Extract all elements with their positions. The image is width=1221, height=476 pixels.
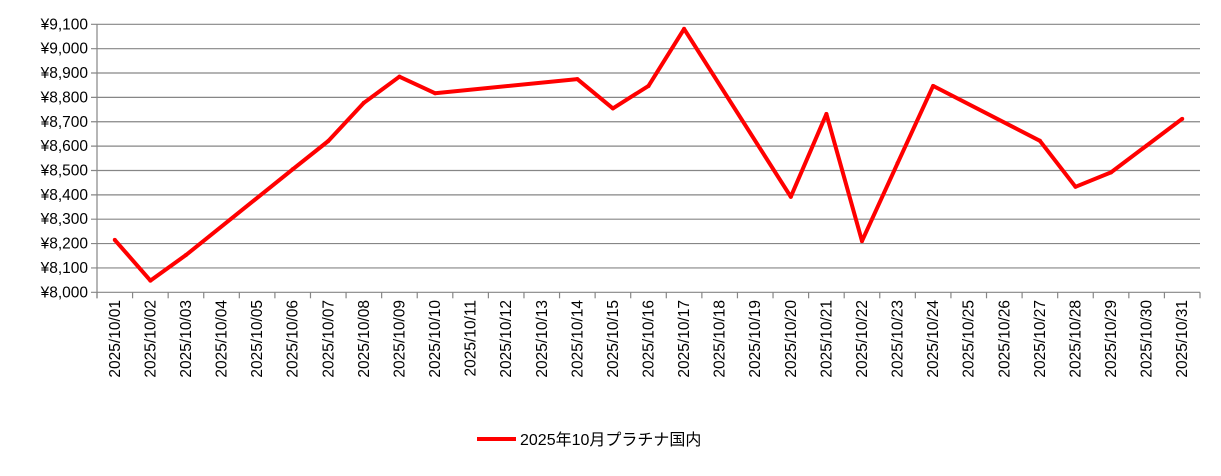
x-tick-label: 2025/10/24 <box>925 300 942 378</box>
x-tick-label: 2025/10/20 <box>783 300 800 378</box>
x-tick-label: 2025/10/25 <box>961 300 978 378</box>
y-tick-label: ¥8,900 <box>40 65 89 82</box>
legend: 2025年10月プラチナ国内 <box>477 431 701 449</box>
x-tick-label: 2025/10/26 <box>996 300 1013 378</box>
x-tick-label: 2025/10/22 <box>854 300 871 378</box>
data-point <box>326 139 331 144</box>
x-tick-label: 2025/10/18 <box>712 300 729 378</box>
data-point <box>1073 184 1078 189</box>
data-point <box>1109 170 1114 175</box>
x-tick-label: 2025/10/29 <box>1103 300 1120 378</box>
y-tick-label: ¥8,000 <box>40 284 89 301</box>
x-tick-label: 2025/10/01 <box>107 300 124 378</box>
data-point <box>895 161 900 166</box>
data-point <box>112 237 117 242</box>
series-line-group <box>112 26 1185 283</box>
x-tick-label: 2025/10/30 <box>1139 300 1156 378</box>
data-point <box>575 77 580 82</box>
x-tick-label: 2025/10/08 <box>356 300 373 378</box>
legend-label: 2025年10月プラチナ国内 <box>520 431 701 449</box>
y-axis-tick-labels: ¥8,000 ¥8,100 ¥8,200 ¥8,300 ¥8,400 ¥8,500 ¥8,6… <box>40 16 89 301</box>
x-tick-label: 2025/10/12 <box>498 300 515 378</box>
x-tick-label: 2025/10/15 <box>605 300 622 378</box>
y-tick-label: ¥8,700 <box>40 114 89 131</box>
data-point <box>183 253 188 258</box>
data-point <box>290 167 295 172</box>
x-tick-label: 2025/10/13 <box>534 300 551 378</box>
x-tick-label: 2025/10/17 <box>676 300 693 378</box>
data-point <box>148 278 153 283</box>
x-tick-label: 2025/10/06 <box>285 300 302 378</box>
x-axis-tick-labels: 2025/10/01 2025/10/02 2025/10/03 2025/10/04… <box>107 300 1191 378</box>
x-axis <box>96 24 1201 299</box>
y-tick-label: ¥8,500 <box>40 162 89 179</box>
x-tick-label: 2025/10/09 <box>391 300 408 378</box>
x-tick-label: 2025/10/02 <box>142 300 159 378</box>
data-point <box>931 83 936 88</box>
data-point <box>859 239 864 244</box>
y-tick-label: ¥8,600 <box>40 138 89 155</box>
data-point <box>610 106 615 111</box>
y-tick-label: ¥8,400 <box>40 187 89 204</box>
data-point <box>1180 116 1185 121</box>
x-tick-label: 2025/10/23 <box>890 300 907 378</box>
data-point <box>397 74 402 79</box>
x-tick-label: 2025/10/16 <box>641 300 658 378</box>
data-point <box>433 91 438 96</box>
y-tick-label: ¥8,800 <box>40 89 89 106</box>
x-tick-label: 2025/10/14 <box>569 300 586 378</box>
data-point <box>1144 143 1149 148</box>
data-point <box>682 26 687 31</box>
y-tick-label: ¥9,100 <box>40 16 89 33</box>
series-line <box>113 26 1184 283</box>
x-tick-label: 2025/10/31 <box>1174 300 1191 378</box>
x-tick-label: 2025/10/04 <box>214 300 231 378</box>
x-tick-label: 2025/10/19 <box>747 300 764 378</box>
x-tick-label: 2025/10/28 <box>1067 300 1084 378</box>
gridlines <box>91 23 1200 293</box>
data-point <box>646 83 651 88</box>
data-point <box>824 111 829 116</box>
x-tick-label: 2025/10/03 <box>178 300 195 378</box>
data-point <box>788 194 793 199</box>
data-point <box>1037 138 1042 143</box>
x-tick-label: 2025/10/27 <box>1032 300 1049 378</box>
y-tick-label: ¥9,000 <box>40 41 89 58</box>
y-tick-label: ¥8,200 <box>40 236 89 253</box>
y-tick-label: ¥8,100 <box>40 260 89 277</box>
y-tick-label: ¥8,300 <box>40 211 89 228</box>
data-point <box>361 100 366 105</box>
x-tick-label: 2025/10/07 <box>320 300 337 378</box>
x-tick-label: 2025/10/05 <box>249 300 266 378</box>
x-tick-label: 2025/10/11 <box>463 300 480 376</box>
x-tick-label: 2025/10/10 <box>427 300 444 378</box>
x-tick-label: 2025/10/21 <box>818 300 835 378</box>
